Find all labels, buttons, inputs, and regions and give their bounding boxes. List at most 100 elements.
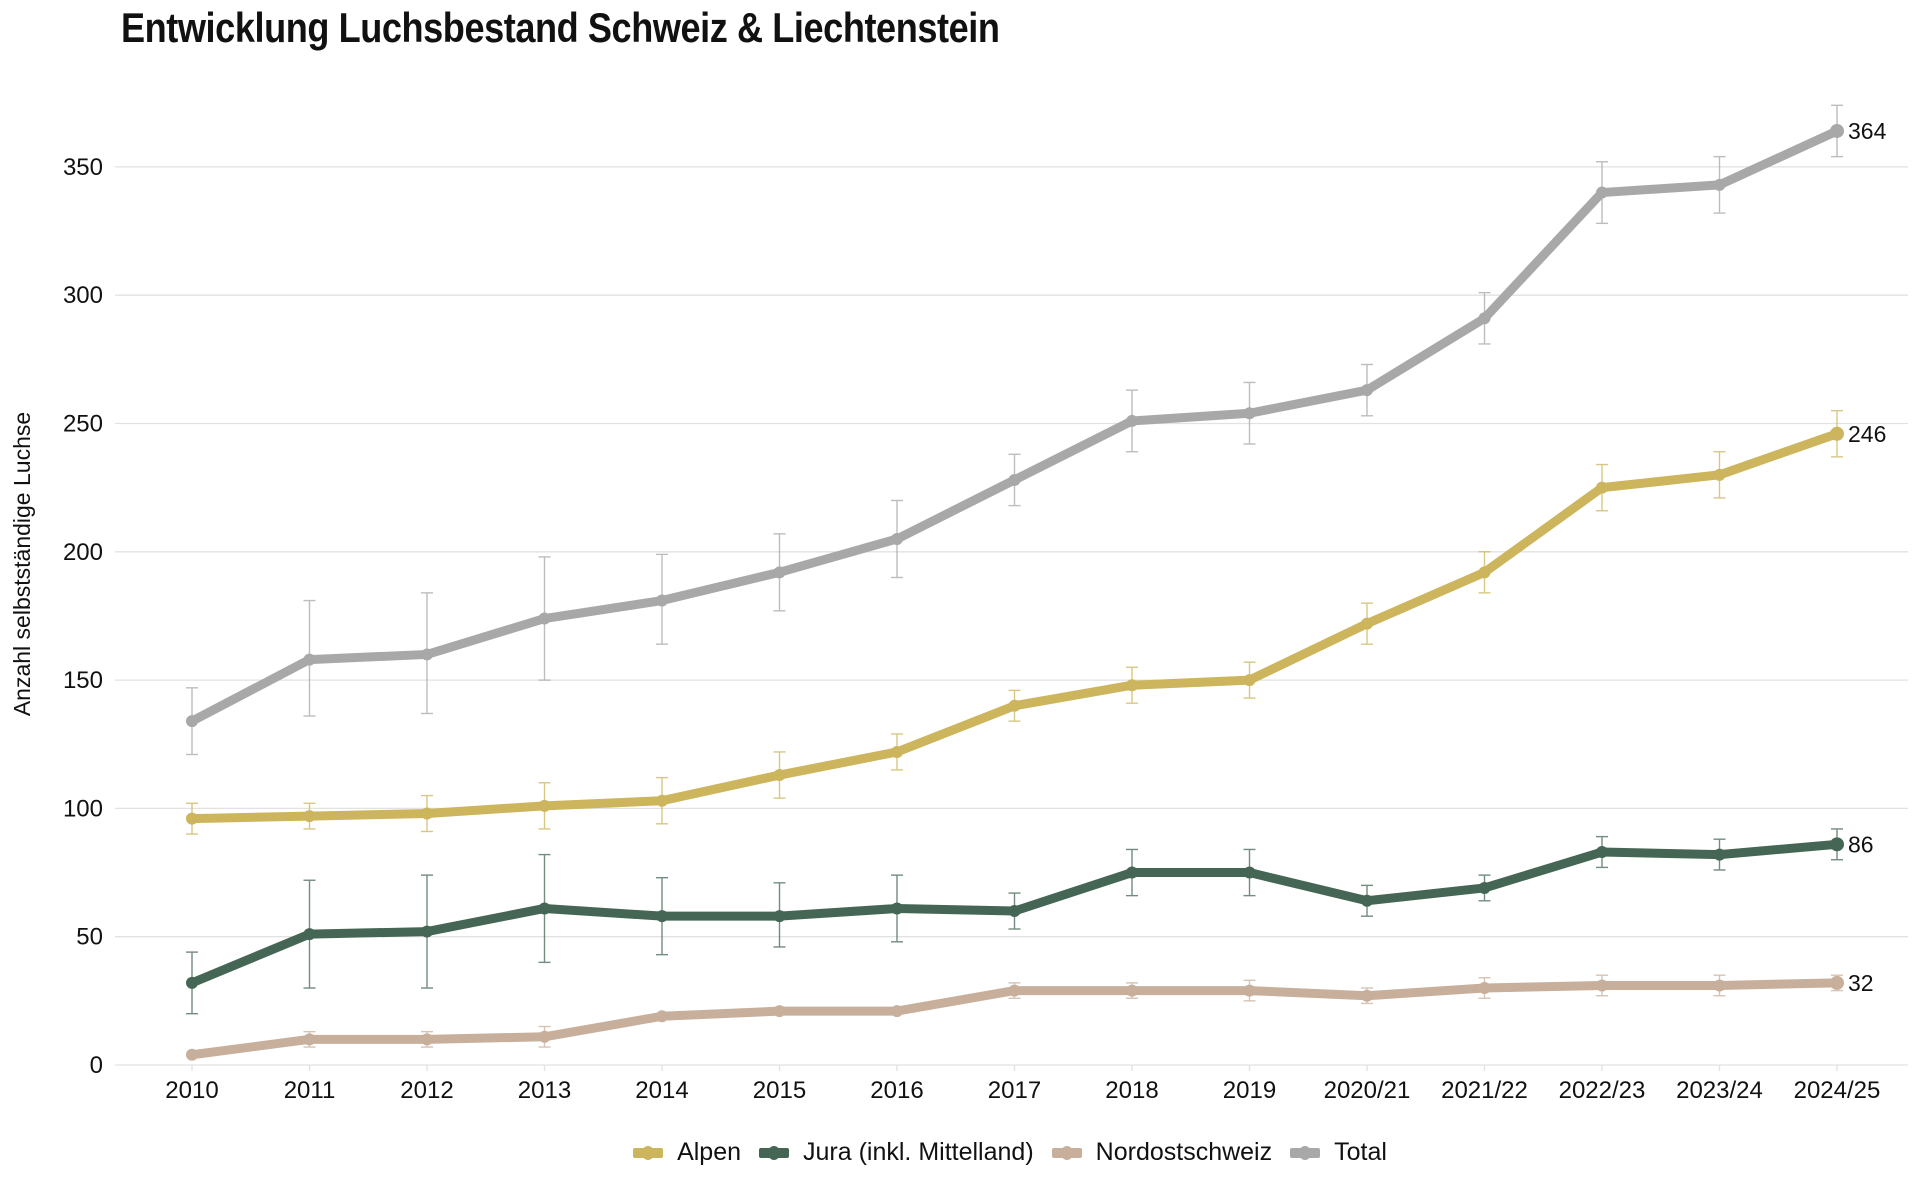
y-axis-label: Anzahl selbstständige Luchse — [9, 412, 35, 716]
legend-label: Nordostschweiz — [1095, 1138, 1273, 1166]
data-point[interactable] — [1596, 186, 1608, 199]
data-point[interactable] — [773, 1005, 786, 1018]
legend-label: Total — [1334, 1138, 1387, 1166]
x-tick-label: 2022/23 — [1559, 1077, 1646, 1104]
y-axis-ticks: 0 50 100 150 200 250 300 350 — [63, 154, 103, 1079]
data-point[interactable] — [773, 566, 786, 579]
data-point[interactable] — [1361, 894, 1373, 907]
legend-item-alpen[interactable]: Alpen — [633, 1138, 741, 1167]
data-point[interactable] — [303, 653, 316, 666]
data-point[interactable] — [1478, 312, 1491, 325]
data-point[interactable] — [1008, 984, 1021, 997]
data-point[interactable] — [421, 1033, 433, 1046]
data-point[interactable] — [1830, 837, 1844, 852]
data-point[interactable] — [421, 925, 433, 938]
data-point[interactable] — [303, 810, 316, 823]
data-point[interactable] — [1126, 866, 1138, 879]
data-point[interactable] — [1713, 178, 1726, 191]
data-point[interactable] — [891, 1005, 903, 1018]
x-tick-label: 2016 — [870, 1077, 923, 1104]
data-point[interactable] — [656, 1010, 668, 1023]
data-point[interactable] — [773, 910, 786, 923]
data-point[interactable] — [421, 807, 433, 820]
data-point[interactable] — [538, 1030, 551, 1043]
data-point[interactable] — [1126, 414, 1138, 427]
x-axis-ticks: 2010 2011 2012 2013 2014 2015 2016 2017 2018 2019… — [165, 1065, 1880, 1104]
y-tick-label: 100 — [63, 795, 103, 822]
data-point[interactable] — [1713, 468, 1726, 481]
gridlines — [115, 166, 1908, 1066]
y-tick-label: 150 — [63, 667, 103, 694]
data-point[interactable] — [1243, 674, 1256, 687]
data-point[interactable] — [1243, 866, 1256, 879]
data-point[interactable] — [1126, 679, 1138, 692]
data-point[interactable] — [186, 812, 198, 825]
legend-item-total[interactable]: Total — [1290, 1138, 1387, 1167]
data-point[interactable] — [1361, 384, 1373, 397]
data-point[interactable] — [538, 799, 551, 812]
data-point[interactable] — [186, 715, 198, 728]
data-point[interactable] — [1008, 699, 1021, 712]
data-point[interactable] — [1126, 984, 1138, 997]
data-point[interactable] — [1478, 881, 1491, 894]
x-tick-label: 2013 — [518, 1077, 571, 1104]
end-value-label: 246 — [1848, 421, 1886, 447]
data-point[interactable] — [1596, 481, 1608, 494]
data-point[interactable] — [1830, 975, 1844, 990]
end-value-label: 32 — [1848, 970, 1874, 996]
legend: Alpen Jura (inkl. Mittelland) Nordostsch… — [50, 1138, 1920, 1167]
data-point[interactable] — [891, 902, 903, 915]
x-tick-label: 2010 — [165, 1077, 218, 1104]
data-point[interactable] — [1243, 407, 1256, 420]
x-tick-label: 2021/22 — [1441, 1077, 1528, 1104]
legend-label: Alpen — [677, 1138, 742, 1166]
data-point[interactable] — [1361, 617, 1373, 630]
data-point[interactable] — [1830, 426, 1844, 441]
y-tick-label: 250 — [63, 411, 103, 438]
x-tick-label: 2024/25 — [1794, 1077, 1881, 1104]
data-point[interactable] — [656, 910, 668, 923]
legend-label: Jura (inkl. Mittelland) — [803, 1138, 1034, 1166]
data-point[interactable] — [891, 532, 903, 545]
series-jura-inkl-mittelland: 86 — [186, 828, 1874, 1015]
data-point[interactable] — [303, 1033, 316, 1046]
data-point[interactable] — [1713, 848, 1726, 861]
data-point[interactable] — [1361, 989, 1373, 1002]
data-point[interactable] — [538, 612, 551, 625]
data-point[interactable] — [1713, 979, 1726, 992]
x-tick-label: 2018 — [1105, 1077, 1158, 1104]
data-point[interactable] — [186, 976, 198, 989]
legend-swatch-icon — [1290, 1145, 1321, 1160]
data-point[interactable] — [1008, 905, 1021, 918]
data-point[interactable] — [1008, 473, 1021, 486]
end-value-label: 364 — [1848, 118, 1887, 144]
data-point[interactable] — [1596, 979, 1608, 992]
data-point[interactable] — [1830, 123, 1844, 138]
data-point[interactable] — [538, 902, 551, 915]
data-point[interactable] — [1243, 984, 1256, 997]
series-layer: 364 246 86 32 — [186, 104, 1887, 1061]
data-point[interactable] — [656, 794, 668, 807]
end-value-label: 86 — [1848, 831, 1874, 857]
data-point[interactable] — [421, 648, 433, 661]
data-point[interactable] — [303, 928, 316, 941]
x-tick-label: 2014 — [635, 1077, 688, 1104]
data-point[interactable] — [1596, 846, 1608, 859]
legend-item-jura[interactable]: Jura (inkl. Mittelland) — [759, 1138, 1034, 1167]
series-alpen: 246 — [186, 409, 1886, 835]
legend-item-nordostschweiz[interactable]: Nordostschweiz — [1051, 1138, 1273, 1167]
x-tick-label: 2011 — [284, 1077, 336, 1104]
series-nordostschweiz: 32 — [186, 970, 1874, 1061]
y-tick-label: 350 — [63, 154, 103, 181]
y-tick-label: 300 — [63, 282, 103, 309]
data-point[interactable] — [773, 769, 786, 782]
x-tick-label: 2020/21 — [1324, 1077, 1411, 1104]
data-point[interactable] — [186, 1048, 198, 1061]
legend-swatch-icon — [633, 1145, 664, 1160]
data-point[interactable] — [1478, 982, 1491, 995]
data-point[interactable] — [656, 594, 668, 607]
x-tick-label: 2023/24 — [1676, 1077, 1763, 1104]
data-point[interactable] — [1478, 566, 1491, 579]
data-point[interactable] — [891, 745, 903, 758]
